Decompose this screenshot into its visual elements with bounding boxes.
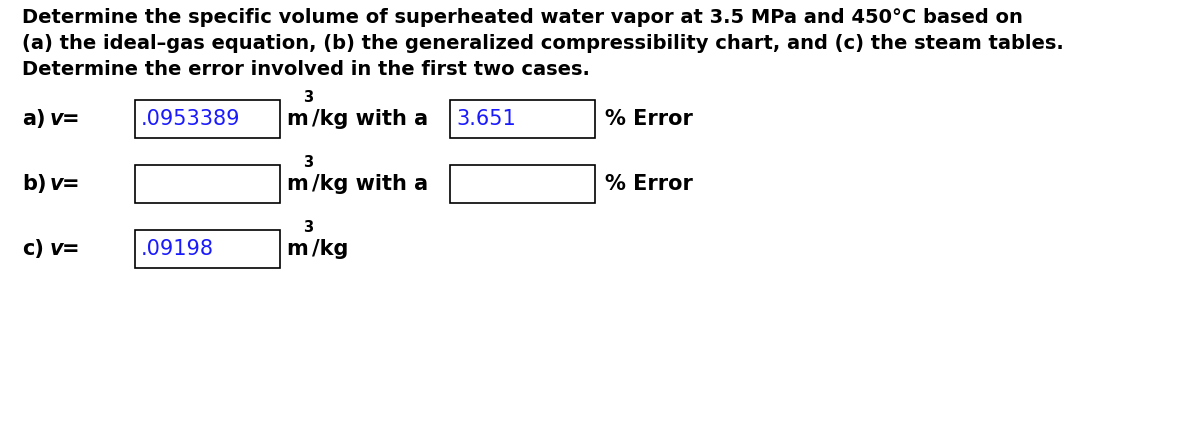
Text: /kg with a: /kg with a xyxy=(312,174,429,194)
FancyBboxPatch shape xyxy=(135,230,281,268)
FancyBboxPatch shape xyxy=(450,100,595,138)
Text: .0953389: .0953389 xyxy=(141,109,240,129)
Text: /kg: /kg xyxy=(312,239,349,259)
Text: m: m xyxy=(287,109,308,129)
Text: 3: 3 xyxy=(303,90,313,105)
Text: =: = xyxy=(62,109,80,129)
Text: a): a) xyxy=(21,109,45,129)
Text: 3: 3 xyxy=(303,220,313,235)
Text: 3: 3 xyxy=(303,155,313,170)
Text: % Error: % Error xyxy=(605,174,693,194)
Text: Determine the error involved in the first two cases.: Determine the error involved in the firs… xyxy=(21,60,590,79)
Text: % Error: % Error xyxy=(605,109,693,129)
Text: =: = xyxy=(62,174,80,194)
Text: m: m xyxy=(287,239,308,259)
Text: =: = xyxy=(62,239,80,259)
Text: Determine the specific volume of superheated water vapor at 3.5 MPa and 450°C ba: Determine the specific volume of superhe… xyxy=(21,8,1023,27)
Text: (a) the ideal–gas equation, (b) the generalized compressibility chart, and (c) t: (a) the ideal–gas equation, (b) the gene… xyxy=(21,34,1064,53)
Text: v: v xyxy=(50,109,63,129)
Text: v: v xyxy=(50,174,63,194)
Text: 3.651: 3.651 xyxy=(456,109,516,129)
Text: .09198: .09198 xyxy=(141,239,214,259)
Text: c): c) xyxy=(21,239,44,259)
Text: v: v xyxy=(50,239,63,259)
Text: m: m xyxy=(287,174,308,194)
FancyBboxPatch shape xyxy=(135,100,281,138)
Text: /kg with a: /kg with a xyxy=(312,109,429,129)
FancyBboxPatch shape xyxy=(450,165,595,203)
Text: b): b) xyxy=(21,174,47,194)
FancyBboxPatch shape xyxy=(135,165,281,203)
